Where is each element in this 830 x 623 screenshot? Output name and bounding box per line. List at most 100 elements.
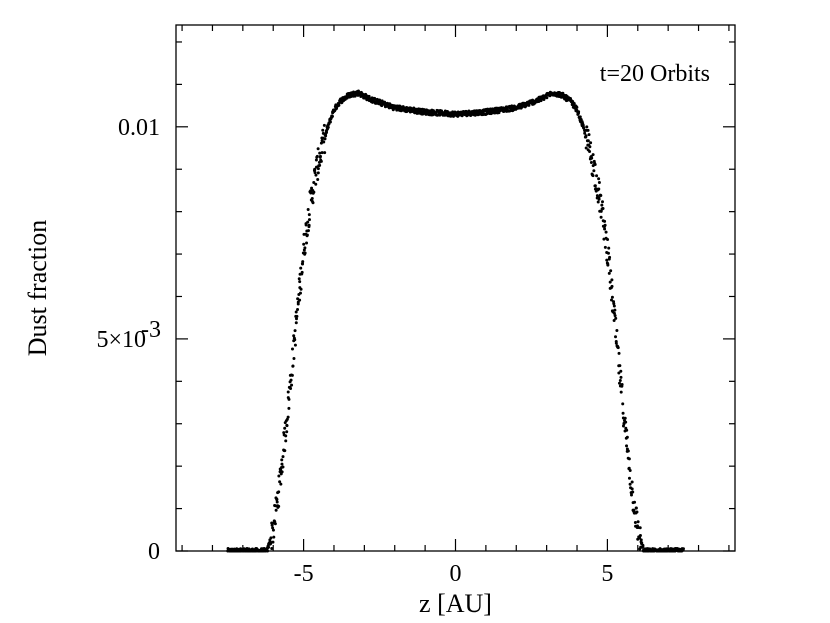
data-point	[588, 149, 592, 153]
data-point	[619, 369, 623, 373]
data-point	[337, 103, 341, 107]
data-point	[641, 543, 645, 547]
data-point	[614, 341, 618, 345]
y-tick-label: 0	[148, 539, 160, 565]
data-point	[290, 383, 294, 387]
data-point	[292, 334, 296, 338]
data-point	[272, 535, 276, 539]
data-point	[289, 386, 293, 390]
data-point	[313, 168, 317, 172]
data-point	[280, 462, 284, 466]
data-point	[607, 271, 611, 275]
data-point	[600, 200, 604, 204]
x-tick-label: 0	[450, 561, 462, 587]
data-point	[623, 416, 627, 420]
data-point	[307, 213, 311, 217]
data-point	[294, 317, 298, 321]
data-point	[612, 304, 616, 308]
data-point	[616, 346, 620, 350]
data-point	[285, 430, 289, 434]
data-point	[619, 390, 623, 394]
data-point	[603, 223, 607, 227]
data-point	[627, 476, 631, 480]
data-point	[278, 480, 282, 484]
data-point	[307, 218, 311, 222]
data-point	[322, 123, 326, 127]
data-point	[638, 533, 642, 537]
data-point	[315, 154, 319, 158]
data-point	[330, 114, 334, 118]
y-tick-label-exponent: -3	[141, 317, 161, 343]
data-point	[585, 125, 589, 129]
data-point	[318, 163, 322, 167]
data-point	[607, 246, 611, 250]
data-point	[627, 457, 631, 461]
data-point	[293, 343, 297, 347]
data-point	[681, 547, 685, 551]
data-point	[273, 522, 277, 526]
data-point	[282, 431, 286, 435]
data-point	[287, 397, 291, 401]
data-point	[312, 190, 316, 194]
data-point	[301, 260, 305, 264]
data-point	[319, 141, 323, 145]
data-point	[269, 536, 273, 540]
data-point	[300, 270, 304, 274]
data-point	[582, 126, 586, 130]
data-point	[597, 180, 601, 184]
data-point	[316, 147, 320, 151]
data-point	[600, 203, 604, 207]
data-point	[319, 159, 323, 163]
data-point	[304, 223, 308, 227]
data-point	[614, 316, 618, 320]
data-point	[633, 520, 637, 524]
data-point	[314, 182, 318, 186]
data-point	[280, 458, 284, 462]
data-point	[291, 364, 295, 368]
data-point	[583, 131, 587, 135]
data-point	[631, 490, 635, 494]
data-point	[294, 321, 298, 325]
data-point	[277, 474, 281, 478]
data-point	[285, 424, 289, 428]
data-point	[311, 201, 315, 205]
data-point	[299, 287, 303, 291]
data-point	[610, 295, 614, 299]
data-point	[313, 171, 317, 175]
data-point	[298, 298, 302, 302]
data-point	[305, 241, 309, 245]
data-point	[298, 291, 302, 295]
data-point	[610, 278, 614, 282]
data-point	[592, 169, 596, 173]
data-point	[286, 415, 290, 419]
data-point	[281, 465, 285, 469]
data-point	[591, 153, 595, 157]
data-point	[309, 191, 313, 195]
data-point	[586, 139, 590, 143]
data-point	[296, 308, 300, 311]
x-tick-label: -5	[294, 561, 314, 587]
data-point	[367, 94, 371, 98]
data-point	[591, 174, 595, 178]
data-point	[559, 95, 563, 99]
data-point	[312, 181, 316, 185]
data-point	[306, 207, 310, 211]
data-point	[279, 482, 283, 486]
data-point	[593, 184, 597, 188]
data-point	[597, 197, 601, 201]
data-point	[235, 547, 239, 551]
data-point	[314, 158, 318, 162]
data-point	[323, 137, 327, 141]
data-point	[640, 541, 644, 545]
data-point	[609, 269, 613, 273]
data-point	[316, 178, 320, 182]
data-point	[297, 277, 301, 281]
data-point	[608, 255, 612, 259]
data-point	[266, 549, 270, 553]
data-point	[310, 196, 314, 200]
data-point	[318, 154, 322, 158]
data-point	[606, 251, 610, 255]
data-point	[287, 406, 291, 410]
data-point	[578, 115, 582, 119]
data-point	[307, 223, 311, 227]
